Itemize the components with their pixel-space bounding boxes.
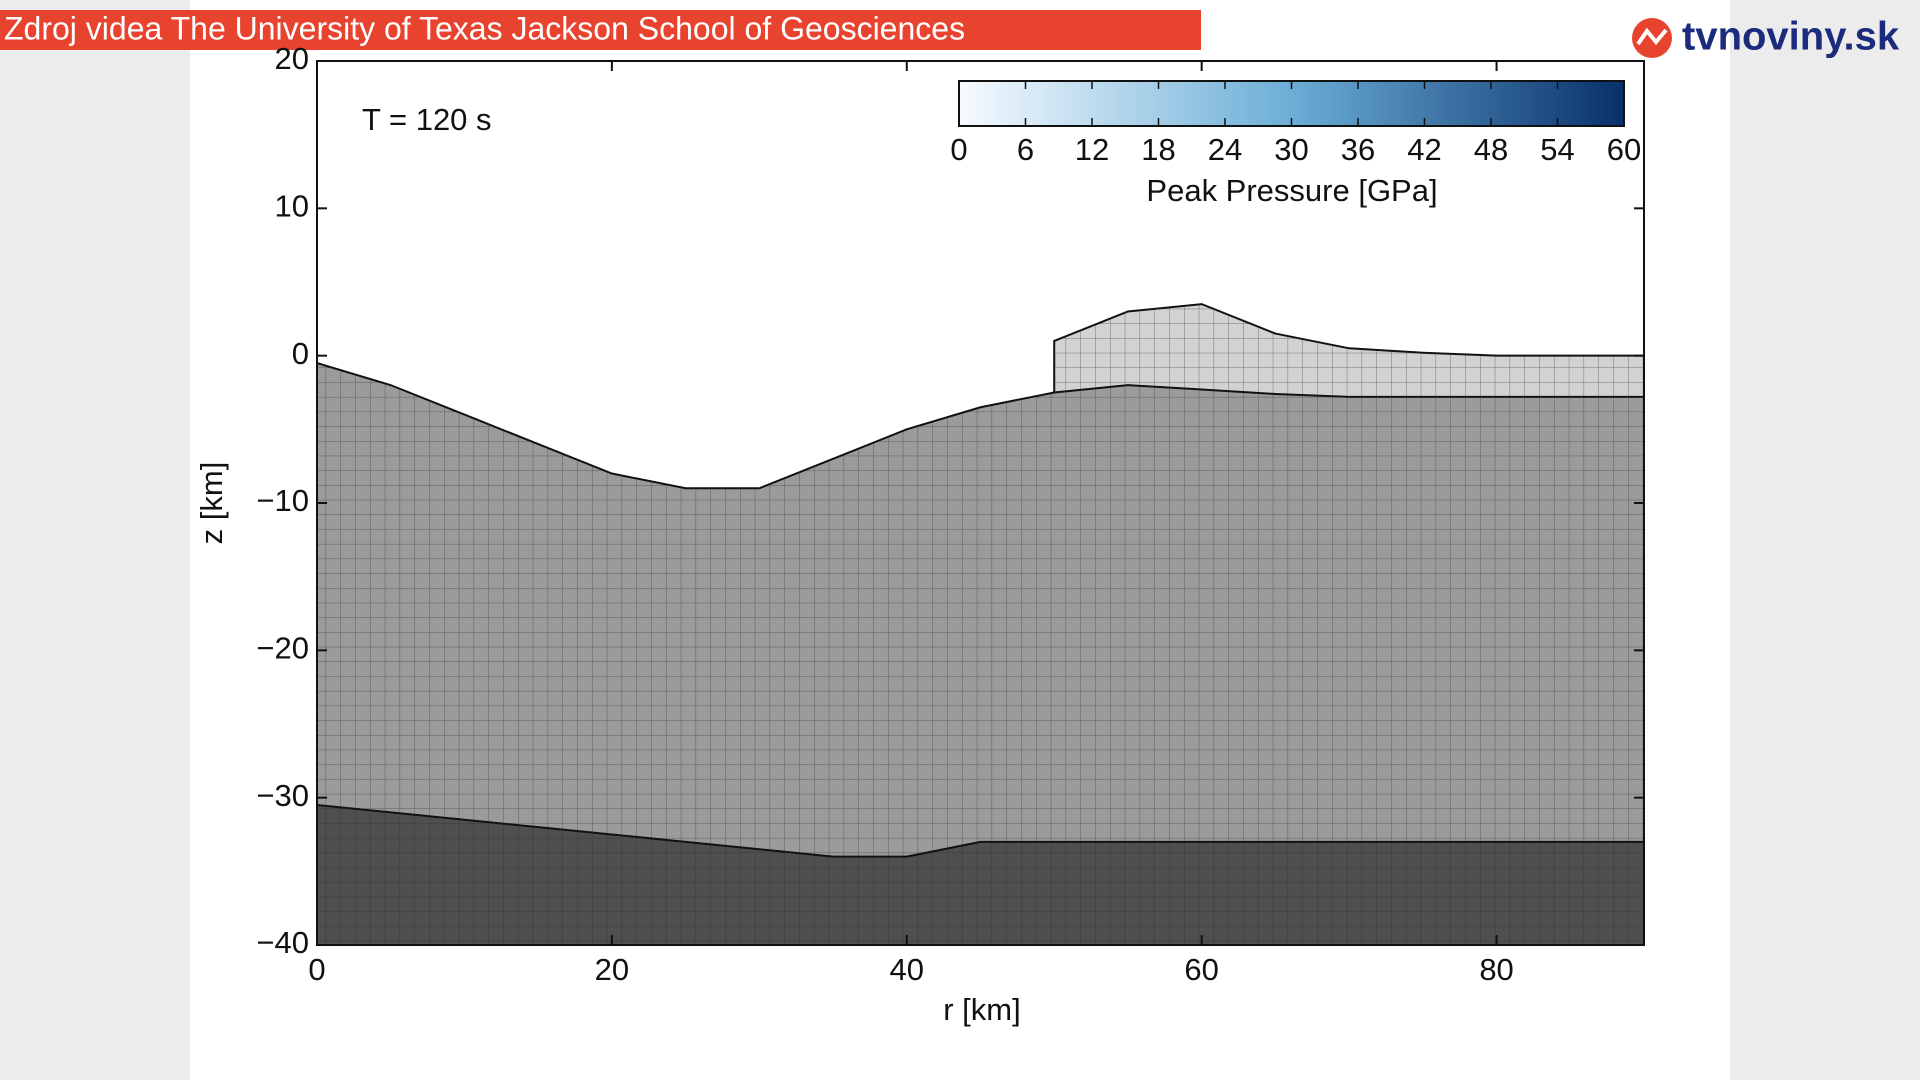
time-annotation: T = 120 s <box>362 102 492 137</box>
colorbar-tick-label: 48 <box>1474 132 1508 167</box>
colorbar-tick-label: 0 <box>950 132 967 167</box>
blur-side-right <box>1730 0 1920 1080</box>
x-tick-label: 20 <box>595 952 629 987</box>
colorbar-tick-label: 42 <box>1407 132 1441 167</box>
layer-mesh <box>317 363 1644 945</box>
x-tick-label: 60 <box>1184 952 1218 987</box>
layer-mesh <box>317 805 1644 945</box>
source-text: Zdroj videa The University of Texas Jack… <box>4 10 965 46</box>
colorbar-tick-label: 24 <box>1208 132 1242 167</box>
plot-area <box>317 303 1644 945</box>
colorbar-tick-label: 54 <box>1540 132 1574 167</box>
x-axis-label: r [km] <box>943 992 1021 1027</box>
y-tick-label: 0 <box>292 336 309 371</box>
y-tick-label: −40 <box>256 925 309 960</box>
y-tick-label: −20 <box>256 631 309 666</box>
colorbar-tick-label: 30 <box>1274 132 1308 167</box>
logo-icon-mark <box>1636 27 1668 46</box>
y-axis-label: z [km] <box>194 462 229 545</box>
colorbar-tick-label: 18 <box>1141 132 1175 167</box>
x-tick-label: 0 <box>308 952 325 987</box>
colorbar-label: Peak Pressure [GPa] <box>1146 173 1437 208</box>
colorbar-tick-label: 12 <box>1075 132 1109 167</box>
y-tick-label: −10 <box>256 483 309 518</box>
y-tick-label: −30 <box>256 778 309 813</box>
colorbar-tick-label: 36 <box>1341 132 1375 167</box>
colorbar-tick-label: 60 <box>1607 132 1641 167</box>
source-banner <box>0 10 1201 50</box>
y-tick-label: 10 <box>275 189 309 224</box>
logo: tvnoviny.sk <box>1682 15 1900 59</box>
blur-side-left <box>0 0 190 1080</box>
colorbar-tick-label: 6 <box>1017 132 1034 167</box>
x-tick-label: 80 <box>1479 952 1513 987</box>
x-tick-label: 40 <box>890 952 924 987</box>
y-tick-label: 20 <box>275 41 309 76</box>
